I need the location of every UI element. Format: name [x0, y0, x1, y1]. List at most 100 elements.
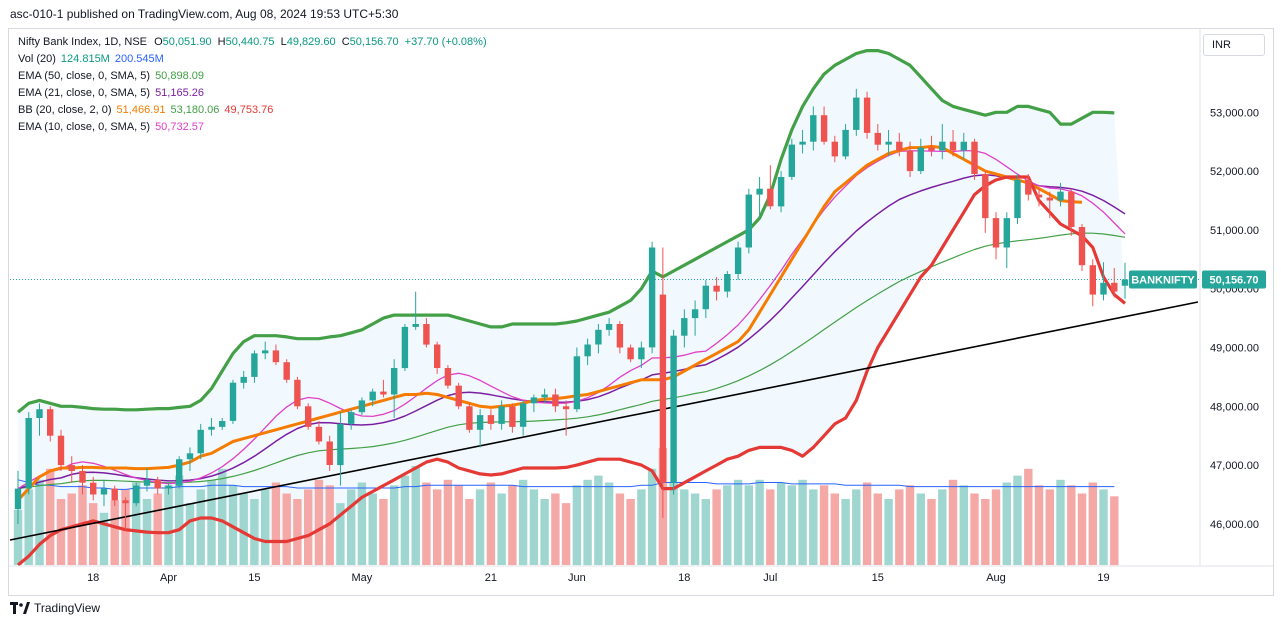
volume-bar — [884, 499, 893, 565]
candle-body — [960, 141, 967, 151]
candle-body — [143, 479, 151, 486]
volume-bar — [518, 479, 528, 566]
volume-bar — [411, 466, 420, 565]
candle-body — [670, 335, 677, 483]
last-price-label-bg — [1202, 270, 1266, 289]
volume-bar — [927, 499, 936, 565]
volume-bar — [465, 499, 474, 565]
volume-bar — [604, 482, 614, 565]
legend-indicator-name: Vol (20) — [18, 53, 56, 65]
candle-body — [36, 409, 43, 418]
candle-body — [165, 485, 172, 489]
candle-body — [68, 465, 75, 471]
volume-bar — [293, 499, 302, 565]
currency-button[interactable]: INR — [1203, 34, 1265, 56]
volume-bar — [1110, 496, 1119, 566]
legend-indicator-rows: Vol (20) 124.815M 200.545M EMA (50, close, … — [18, 51, 487, 136]
volume-bar — [948, 479, 958, 566]
volume-bar — [164, 485, 173, 566]
candle-body — [971, 141, 978, 174]
volume-bar — [196, 489, 205, 565]
volume-bar — [1013, 475, 1022, 565]
legend-high: 50,440.75 — [225, 36, 275, 48]
candle-body — [358, 400, 366, 413]
candle-body — [1035, 194, 1043, 198]
volume-bar — [67, 493, 76, 565]
volume-bar — [991, 489, 1001, 565]
volume-bar — [529, 489, 539, 565]
legend-open: 50,051.90 — [162, 36, 212, 48]
candle-body — [315, 426, 323, 442]
candle-body — [874, 132, 881, 145]
volume-bar — [218, 468, 227, 566]
volume-bar — [1077, 493, 1087, 565]
legend-low: 49,829.60 — [286, 36, 336, 48]
volume-bar — [895, 489, 904, 565]
candle-body — [1111, 282, 1118, 292]
candle-body — [1046, 197, 1053, 201]
volume-bar — [1099, 489, 1108, 565]
volume-bar — [594, 475, 603, 565]
volume-bar — [733, 479, 743, 566]
legend-indicator-value: 53,180.06 — [170, 104, 220, 116]
volume-bar — [938, 489, 947, 565]
x-axis-tick-label: Aug — [986, 572, 1006, 584]
candle-body — [487, 415, 495, 424]
legend-indicator-value: 51,165.26 — [155, 87, 204, 99]
legend-h-label: H — [217, 36, 226, 48]
volume-bar — [561, 503, 571, 565]
volume-bar — [615, 493, 625, 565]
volume-bar — [701, 499, 710, 565]
candle-body — [47, 409, 54, 436]
volume-bar — [647, 468, 657, 566]
volume-bar — [207, 479, 216, 566]
legend-row: BB (20, close, 2, 0) 51,466.91 53,180.06 49… — [18, 102, 487, 119]
candle-body — [638, 347, 645, 360]
candle-body — [767, 188, 774, 207]
volume-bar — [723, 485, 732, 566]
candle-body — [272, 350, 280, 363]
volume-bar — [981, 499, 990, 565]
volume-bar — [89, 503, 98, 565]
candle-body — [777, 177, 785, 207]
x-axis-tick-label: 21 — [485, 572, 497, 584]
x-axis-tick-label: 18 — [678, 572, 690, 584]
x-axis-tick-label: 15 — [872, 572, 884, 584]
volume-bar — [1045, 489, 1054, 565]
candle-body — [90, 482, 97, 495]
candle-body — [906, 150, 914, 172]
candle-body — [928, 147, 935, 151]
volume-bar — [99, 512, 109, 566]
symbol-label: BANKNIFTY — [1131, 275, 1195, 287]
candle-body — [519, 403, 527, 427]
x-axis-tick-label: Apr — [160, 572, 177, 584]
volume-bar — [766, 489, 775, 565]
candle-body — [176, 459, 183, 486]
candle-body — [391, 368, 398, 395]
candle-body — [294, 379, 301, 407]
volume-ma-line — [17, 479, 1115, 490]
candle-body — [197, 429, 204, 454]
volume-bar — [454, 485, 463, 566]
candle-body — [444, 368, 452, 386]
volume-bar — [690, 493, 700, 565]
volume-bar — [776, 482, 786, 565]
candle-body — [186, 453, 194, 460]
candle-body — [133, 485, 140, 504]
candle-body — [348, 412, 355, 424]
candle-body — [584, 344, 591, 357]
volume-bar — [24, 489, 33, 565]
volume-bar — [755, 479, 764, 566]
legend-indicator-value: 50,732.57 — [155, 121, 204, 133]
bollinger-upper-line — [16, 49, 1115, 414]
volume-bar — [1034, 485, 1044, 566]
volume-bar — [390, 485, 399, 566]
candle-body — [756, 188, 763, 195]
bollinger-basis-line — [16, 144, 1083, 502]
volume-bar — [304, 489, 313, 565]
x-axis-tick-label: 15 — [248, 572, 260, 584]
legend-symbol-row: Nifty Bank Index, 1D, NSE O50,051.90 H50… — [18, 34, 487, 51]
y-axis-tick-label: 46,000.00 — [1210, 519, 1259, 531]
volume-bar — [637, 489, 646, 565]
